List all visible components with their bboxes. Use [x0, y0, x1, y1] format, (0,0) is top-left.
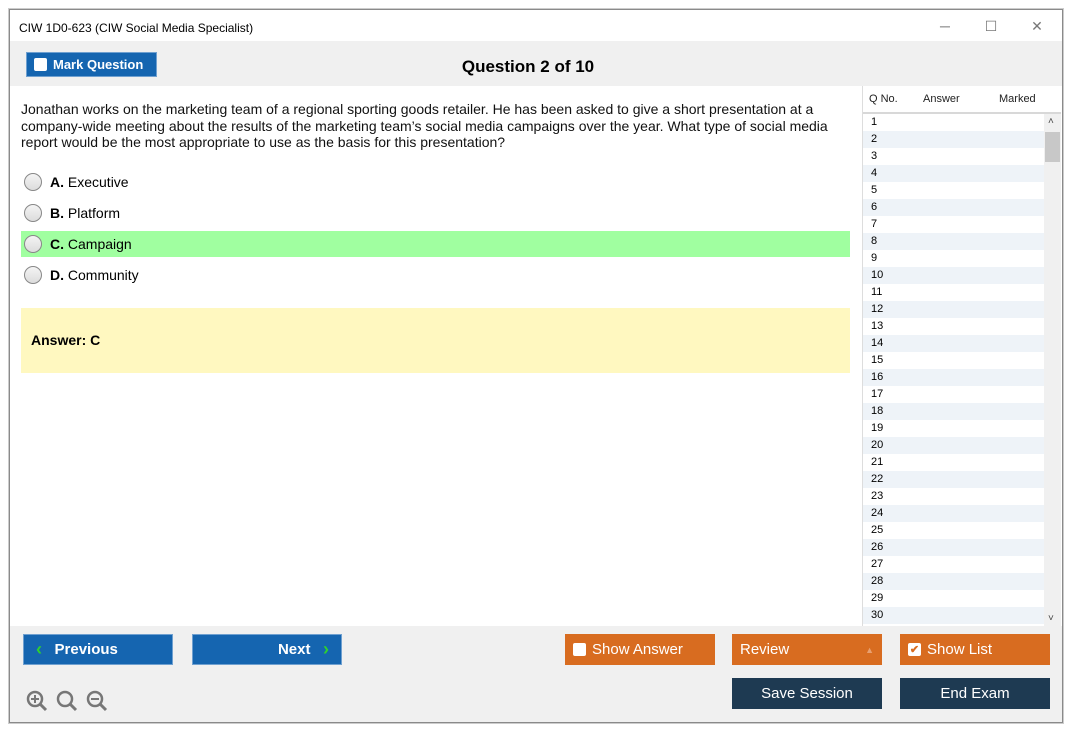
- list-row[interactable]: 26: [863, 539, 1044, 556]
- zoom-out-icon[interactable]: [86, 690, 108, 712]
- minimize-button[interactable]: ─: [940, 18, 950, 34]
- list-row[interactable]: 30: [863, 607, 1044, 624]
- list-row[interactable]: 19: [871, 422, 884, 434]
- mark-question-label: Mark Question: [53, 57, 144, 72]
- list-row[interactable]: 2: [863, 131, 1044, 148]
- list-row[interactable]: 6: [863, 199, 1044, 216]
- list-row[interactable]: 10: [863, 267, 1044, 284]
- question-title: Question 2 of 10: [461, 57, 595, 76]
- list-row[interactable]: 24: [863, 505, 1044, 522]
- list-rows: 1 2 3 4 5 6 7 8 9 10 11 12 13 14 15 16 17 18 19 20 21 22 23 24 2…: [863, 114, 1044, 624]
- option-text: Campaign: [67, 236, 132, 252]
- list-row[interactable]: 9: [871, 252, 878, 264]
- list-row[interactable]: 11: [871, 286, 883, 298]
- header-qno: Q No.: [869, 93, 898, 105]
- list-row[interactable]: 14: [863, 335, 1044, 352]
- list-row[interactable]: 1: [871, 116, 878, 128]
- option-c[interactable]: C. Campaign: [21, 231, 850, 257]
- list-row[interactable]: 18: [863, 403, 1044, 420]
- header-marked: Marked: [999, 93, 1036, 105]
- zoom-in-icon[interactable]: [26, 690, 48, 712]
- option-letter: D.: [50, 267, 64, 283]
- option-letter: C.: [50, 236, 64, 252]
- checkbox-icon: [34, 58, 47, 71]
- list-row[interactable]: 17: [871, 388, 884, 400]
- list-row[interactable]: 15: [871, 354, 884, 366]
- list-row[interactable]: 27: [871, 558, 884, 570]
- show-answer-label: Show Answer: [592, 641, 683, 658]
- list-row[interactable]: 20: [863, 437, 1044, 454]
- title-bar: CIW 1D0-623 (CIW Social Media Specialist…: [10, 10, 1062, 41]
- list-row[interactable]: 8: [863, 233, 1044, 250]
- previous-label: Previous: [54, 641, 118, 658]
- bottom-bar: [10, 626, 1062, 722]
- answer-box: Answer: C: [21, 308, 850, 373]
- zoom-reset-icon[interactable]: [56, 690, 78, 712]
- list-row[interactable]: 29: [871, 592, 884, 604]
- previous-button[interactable]: ‹ Previous: [23, 634, 173, 665]
- option-text: Community: [67, 267, 139, 283]
- list-header: Q No. Answer Marked: [863, 86, 1061, 114]
- scroll-up-icon[interactable]: ˄: [1048, 116, 1054, 127]
- next-button[interactable]: Next ›: [192, 634, 342, 665]
- option-text: Executive: [67, 174, 129, 190]
- review-label: Review: [740, 641, 790, 658]
- option-text: Platform: [67, 205, 121, 221]
- app-window: CIW 1D0-623 (CIW Social Media Specialist…: [9, 9, 1063, 723]
- radio-icon[interactable]: [24, 173, 42, 191]
- question-text: Jonathan works on the marketing team of …: [21, 101, 828, 150]
- next-label: Next: [277, 641, 311, 658]
- question-panel: Jonathan works on the marketing team of …: [10, 86, 861, 626]
- list-row[interactable]: 22: [863, 471, 1044, 488]
- maximize-button[interactable]: ☐: [984, 18, 998, 34]
- list-row[interactable]: 28: [863, 573, 1044, 590]
- list-row[interactable]: 5: [871, 184, 878, 196]
- header-answer: Answer: [923, 93, 960, 105]
- list-row[interactable]: 21: [871, 456, 884, 468]
- radio-icon[interactable]: [24, 235, 42, 253]
- save-session-button[interactable]: Save Session: [732, 678, 882, 709]
- list-row[interactable]: 16: [863, 369, 1044, 386]
- scrollbar[interactable]: ˄ ˅: [1044, 114, 1061, 626]
- show-answer-button[interactable]: Show Answer: [565, 634, 715, 665]
- option-letter: B.: [50, 205, 64, 221]
- list-row[interactable]: 3: [871, 150, 878, 162]
- list-row[interactable]: 12: [863, 301, 1044, 318]
- scroll-down-icon[interactable]: ˅: [1048, 613, 1054, 624]
- show-list-button[interactable]: ✔ Show List: [900, 634, 1050, 665]
- checkbox-icon: [573, 643, 586, 656]
- chevron-left-icon: ‹: [36, 639, 42, 659]
- list-row[interactable]: 7: [871, 218, 878, 230]
- question-list: Q No. Answer Marked 1 2 3 4 5 6 7 8 9 10 11 12 13 14 1…: [862, 86, 1061, 626]
- scrollbar-thumb[interactable]: [1045, 132, 1060, 162]
- option-d[interactable]: D. Community: [21, 262, 850, 288]
- option-a[interactable]: A. Executive: [21, 169, 850, 195]
- close-button[interactable]: ✕: [1031, 18, 1043, 34]
- chevron-right-icon: ›: [323, 639, 329, 659]
- list-row[interactable]: 13: [871, 320, 884, 332]
- radio-icon[interactable]: [24, 266, 42, 284]
- end-exam-button[interactable]: End Exam: [900, 678, 1050, 709]
- review-button[interactable]: Review ▲: [732, 634, 882, 665]
- option-b[interactable]: B. Platform: [21, 200, 850, 226]
- radio-icon[interactable]: [24, 204, 42, 222]
- window-title: CIW 1D0-623 (CIW Social Media Specialist…: [19, 21, 254, 35]
- list-row[interactable]: 23: [871, 490, 884, 502]
- caret-up-icon: ▲: [865, 644, 874, 655]
- checkbox-checked-icon: ✔: [908, 643, 921, 656]
- show-list-label: Show List: [927, 641, 993, 658]
- list-row[interactable]: 4: [863, 165, 1044, 182]
- list-row[interactable]: 25: [871, 524, 884, 536]
- mark-question-button[interactable]: Mark Question: [26, 52, 157, 77]
- header: Mark Question Question 2 of 10: [10, 41, 1062, 86]
- option-letter: A.: [50, 174, 64, 190]
